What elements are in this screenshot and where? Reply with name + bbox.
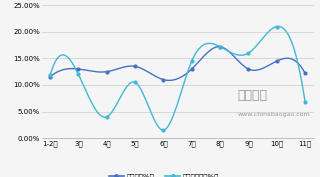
增加值（%） — [200, 57, 204, 59]
增加值（%） — [49, 75, 53, 77]
Text: 观妈天下: 观妈天下 — [237, 89, 268, 102]
增加值（%） — [265, 65, 269, 67]
Legend: 增加值（%）, 出口交货值（%）: 增加值（%）, 出口交货值（%） — [106, 171, 222, 177]
Line: 出口交货值（%）: 出口交货值（%） — [50, 26, 305, 130]
出口交货值（%） — [49, 72, 53, 74]
出口交货值（%） — [281, 27, 285, 29]
增加值（%） — [201, 56, 205, 58]
出口交货值（%） — [48, 74, 52, 76]
增加值（%） — [303, 72, 307, 74]
增加值（%） — [217, 46, 221, 48]
Text: www.chinabaogao.com: www.chinabaogao.com — [237, 112, 310, 117]
Line: 增加值（%）: 增加值（%） — [50, 47, 305, 80]
增加值（%） — [281, 58, 285, 60]
出口交货值（%） — [303, 101, 307, 103]
出口交货值（%） — [162, 129, 165, 131]
增加值（%） — [48, 76, 52, 78]
出口交货值（%） — [277, 25, 281, 27]
出口交货值（%） — [205, 42, 209, 45]
增加值（%） — [205, 52, 209, 54]
出口交货值（%） — [200, 45, 204, 47]
出口交货值（%） — [201, 44, 205, 46]
出口交货值（%） — [264, 33, 268, 36]
增加值（%） — [167, 79, 171, 81]
